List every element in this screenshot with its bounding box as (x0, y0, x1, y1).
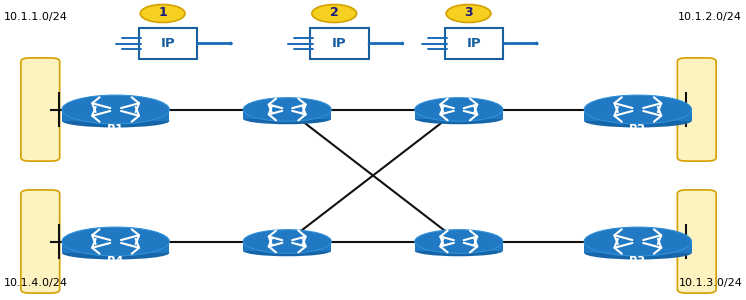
Ellipse shape (62, 95, 169, 124)
Text: 10.1.2.0/24: 10.1.2.0/24 (678, 12, 742, 22)
Ellipse shape (584, 114, 692, 128)
FancyBboxPatch shape (677, 58, 716, 161)
Ellipse shape (62, 227, 169, 256)
FancyBboxPatch shape (677, 190, 716, 293)
Polygon shape (62, 242, 169, 253)
Ellipse shape (415, 113, 503, 124)
FancyBboxPatch shape (445, 28, 503, 59)
FancyBboxPatch shape (139, 28, 197, 59)
Ellipse shape (415, 245, 503, 256)
Polygon shape (415, 242, 503, 251)
Circle shape (446, 4, 491, 22)
Polygon shape (584, 110, 692, 121)
Ellipse shape (243, 113, 331, 124)
Ellipse shape (243, 230, 331, 253)
FancyBboxPatch shape (310, 28, 369, 59)
Polygon shape (415, 110, 503, 119)
Text: 10.1.3.0/24: 10.1.3.0/24 (678, 278, 742, 288)
Polygon shape (584, 242, 692, 253)
Text: 1: 1 (158, 6, 167, 20)
FancyBboxPatch shape (21, 58, 60, 161)
Ellipse shape (584, 227, 692, 256)
Ellipse shape (243, 245, 331, 256)
Text: 10.1.4.0/24: 10.1.4.0/24 (4, 278, 68, 288)
Circle shape (140, 4, 185, 22)
Text: R2: R2 (629, 123, 647, 136)
Text: R3: R3 (629, 255, 647, 268)
Text: R1: R1 (107, 123, 125, 136)
Ellipse shape (62, 114, 169, 128)
Text: 2: 2 (330, 6, 339, 20)
Polygon shape (243, 110, 331, 119)
Text: IP: IP (332, 37, 347, 50)
Ellipse shape (415, 230, 503, 253)
Text: 3: 3 (464, 6, 473, 20)
Text: R4: R4 (107, 255, 125, 268)
Polygon shape (243, 242, 331, 251)
Ellipse shape (584, 95, 692, 124)
Ellipse shape (415, 98, 503, 121)
Ellipse shape (62, 246, 169, 260)
Ellipse shape (584, 246, 692, 260)
FancyBboxPatch shape (21, 190, 60, 293)
Text: 10.1.1.0/24: 10.1.1.0/24 (4, 12, 68, 22)
Text: IP: IP (160, 37, 175, 50)
Ellipse shape (243, 98, 331, 121)
Circle shape (312, 4, 357, 22)
Polygon shape (62, 110, 169, 121)
Text: IP: IP (466, 37, 481, 50)
